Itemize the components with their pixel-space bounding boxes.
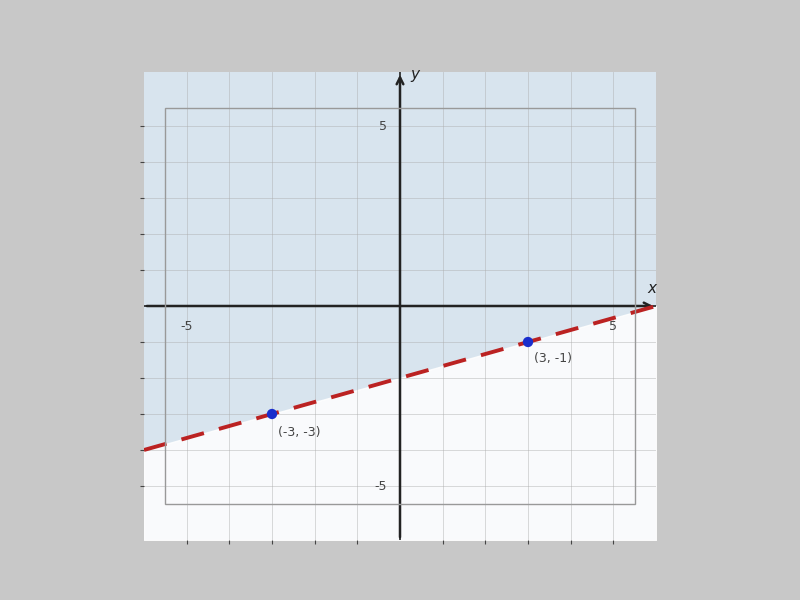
Text: (-3, -3): (-3, -3) (278, 425, 321, 439)
Text: -5: -5 (374, 479, 387, 493)
Text: 5: 5 (610, 320, 618, 334)
Text: y: y (410, 67, 419, 82)
Text: (3, -1): (3, -1) (534, 352, 572, 365)
Text: -5: -5 (181, 320, 193, 334)
Point (522, 337, 534, 347)
Text: 5: 5 (379, 119, 387, 133)
Bar (166, 108, 634, 504)
Point (266, 409, 278, 419)
Text: x: x (647, 281, 656, 296)
